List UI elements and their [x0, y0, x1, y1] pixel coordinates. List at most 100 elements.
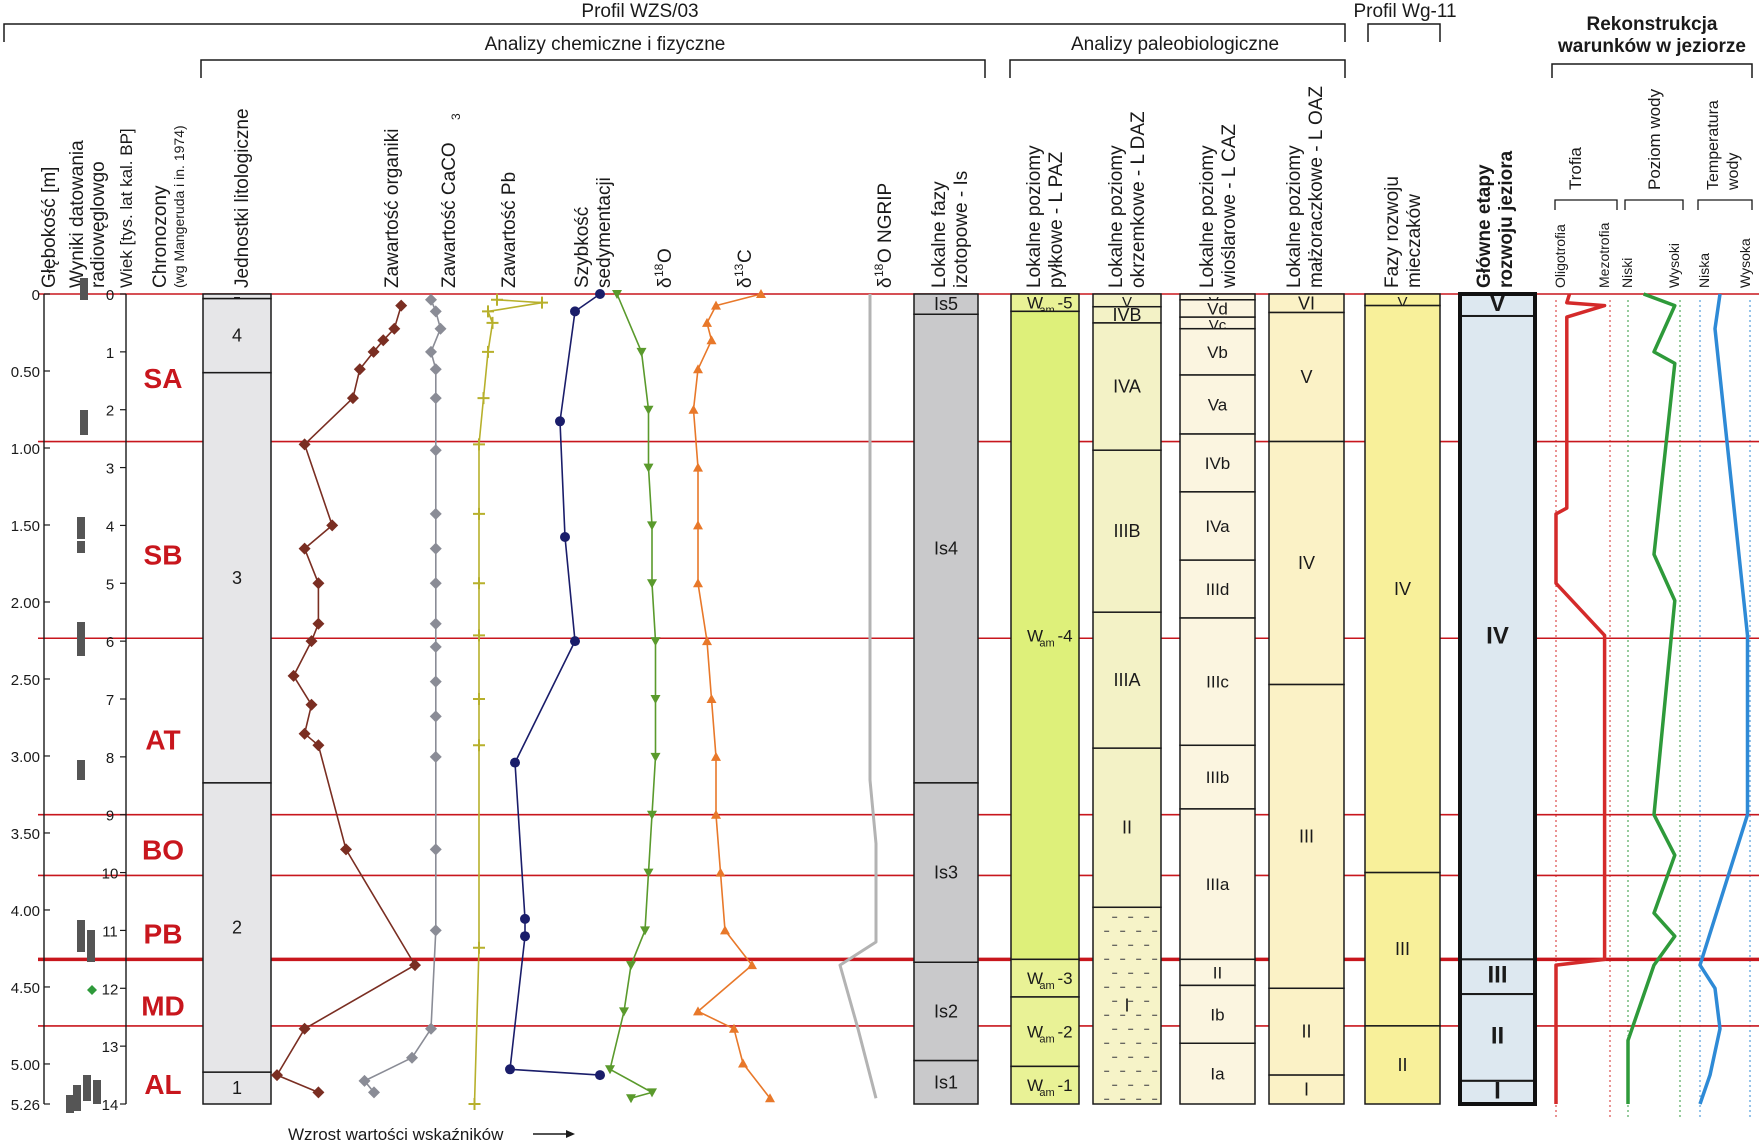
ostracod-zones-zone [1268, 1074, 1345, 1105]
ostracod-zones-label: III [1299, 826, 1314, 846]
isotope-phases-label: Is2 [934, 1001, 958, 1021]
header-brackets [3, 23, 1753, 78]
age-tick-label: 4 [106, 518, 114, 535]
is-title-1: Lokalne fazy [929, 181, 950, 288]
series-organic-point [367, 345, 380, 358]
oaz-title-2: małżoraczkowe - L OAZ [1306, 86, 1327, 288]
series-pb-point [468, 1098, 481, 1110]
age-tick-label: 11 [102, 923, 118, 940]
series-organic-line [276, 305, 416, 1094]
series-d18o-point [643, 868, 654, 878]
caz-title-1: Lokalne poziomy [1197, 145, 1218, 288]
depth-tick-label: 3.00 [11, 749, 40, 766]
series-organic-point [305, 698, 318, 711]
cladocera-zones-label: IIIc [1206, 673, 1229, 692]
cladocera-zones: VeVdVcVbVaIVbIVaIIIdIIIcIIIbIIIaIIIbIa [1179, 293, 1256, 1105]
pollen-zones-label: W [1027, 626, 1043, 645]
series-caco3-point [429, 305, 442, 318]
series-d13c-point [688, 404, 699, 414]
depth-tick-label: 1.00 [11, 441, 40, 458]
series-caco3-point [429, 392, 442, 405]
chronozone-label-sb: SB [144, 539, 183, 570]
diatom-zones-label: I [1124, 996, 1129, 1016]
pollen-zones-label-sub: am [1039, 1087, 1054, 1099]
lake-stages-label: II [1491, 1022, 1504, 1049]
paz-title-2: pyłkowe - L PAZ [1046, 151, 1067, 288]
series-d13c-point [693, 520, 703, 530]
lake-stages-label: III [1487, 962, 1507, 989]
series-d18o-point [612, 290, 622, 299]
lithology-label: 4 [232, 326, 242, 346]
series-sed-point [570, 636, 580, 647]
diatom-zones-zone [1092, 322, 1162, 451]
series-d18o-point [647, 579, 657, 589]
series-ngrip [838, 294, 878, 1099]
lithology-zone [202, 1071, 272, 1105]
pollen-zones-label-tail: -5 [1057, 294, 1072, 313]
series-caco3-point [425, 1022, 437, 1035]
pollen-zones-label: W [1027, 1076, 1043, 1095]
ngrip-title-tail: O NGRIP [875, 183, 896, 263]
chrono-subtitle: (wg Mangeruda i in. 1974) [171, 125, 187, 288]
d13c-title-delta: δ [735, 277, 756, 288]
proxy-curves [271, 289, 1750, 1110]
age-tick-label: 13 [102, 1039, 119, 1056]
series-organic [271, 299, 421, 1099]
pb-title: Zawartość Pb [499, 172, 520, 288]
pollen-zones-label: W [1027, 1023, 1043, 1042]
ostracod-zones-label: IV [1298, 553, 1315, 573]
cladocera-zones-zone [1179, 491, 1256, 561]
series-sed-point [560, 532, 570, 542]
cladocera-zones-zone [1179, 1042, 1256, 1105]
temp-title-2: wody [1725, 153, 1742, 191]
series-caco3-point [429, 640, 442, 653]
diatom-zones-label: IVA [1113, 377, 1141, 397]
depth-tick-label: 4.50 [11, 980, 40, 997]
depth-tick-label: 3.50 [11, 826, 40, 843]
series-organic-point [298, 438, 311, 451]
mollusc-zones-label: IV [1394, 579, 1411, 599]
pollen-zones-zone [1010, 1065, 1080, 1105]
pollen-zones-label-sub: am [1039, 637, 1054, 649]
series-caco3-point [429, 577, 442, 590]
series-pb-point [473, 941, 485, 954]
series-organic-point [326, 519, 339, 532]
series-organic-point [409, 959, 421, 972]
age-tick-label: 3 [106, 461, 114, 478]
series-caco3-point [429, 843, 442, 856]
series-d13c [688, 289, 775, 1103]
cladocera-zones-label: Ib [1210, 1005, 1224, 1024]
ostracod-zones-label: VI [1298, 293, 1315, 313]
series-pb-point [473, 693, 485, 705]
diatom-zones-label: IVB [1112, 305, 1141, 325]
series-organic-point [312, 739, 325, 752]
series-ngrip-line [838, 294, 878, 1099]
radiocarbon-dating-bars [66, 278, 101, 1113]
cladocera-zones-label: IVa [1205, 517, 1230, 536]
series-pb-point [477, 392, 490, 405]
ostracod-zones-label: II [1301, 1022, 1311, 1042]
mollusc-zones-label: II [1397, 1055, 1407, 1075]
diatom-zones-label: V [1122, 294, 1132, 311]
diatom-zones-zone [1092, 611, 1162, 749]
zonation-columns: 54321Is5Is4Is3Is2Is1Wam-5Wam-4Wam-3Wam-2… [202, 290, 1537, 1106]
series-d13c-point [729, 1023, 739, 1033]
pollen-zones-label-tail: -4 [1057, 626, 1072, 645]
series-d18o-point [626, 1094, 636, 1104]
series-caco3-point [425, 293, 437, 306]
cladocera-zones-zone [1179, 559, 1256, 619]
series-pb [468, 293, 548, 1110]
series-d13c-point [711, 809, 721, 819]
series-sed-point [505, 1064, 515, 1075]
series-caco3-point [429, 750, 442, 763]
age-tick-label: 7 [106, 692, 114, 709]
series-caco3-point [429, 710, 442, 723]
series-d13c-point [706, 694, 717, 703]
series-pb-point [473, 577, 485, 590]
series-d13c-point [720, 925, 730, 935]
age-tick-label: 0 [106, 287, 114, 304]
series-sed-point [595, 1070, 605, 1081]
series-d18o-point [619, 1007, 629, 1017]
